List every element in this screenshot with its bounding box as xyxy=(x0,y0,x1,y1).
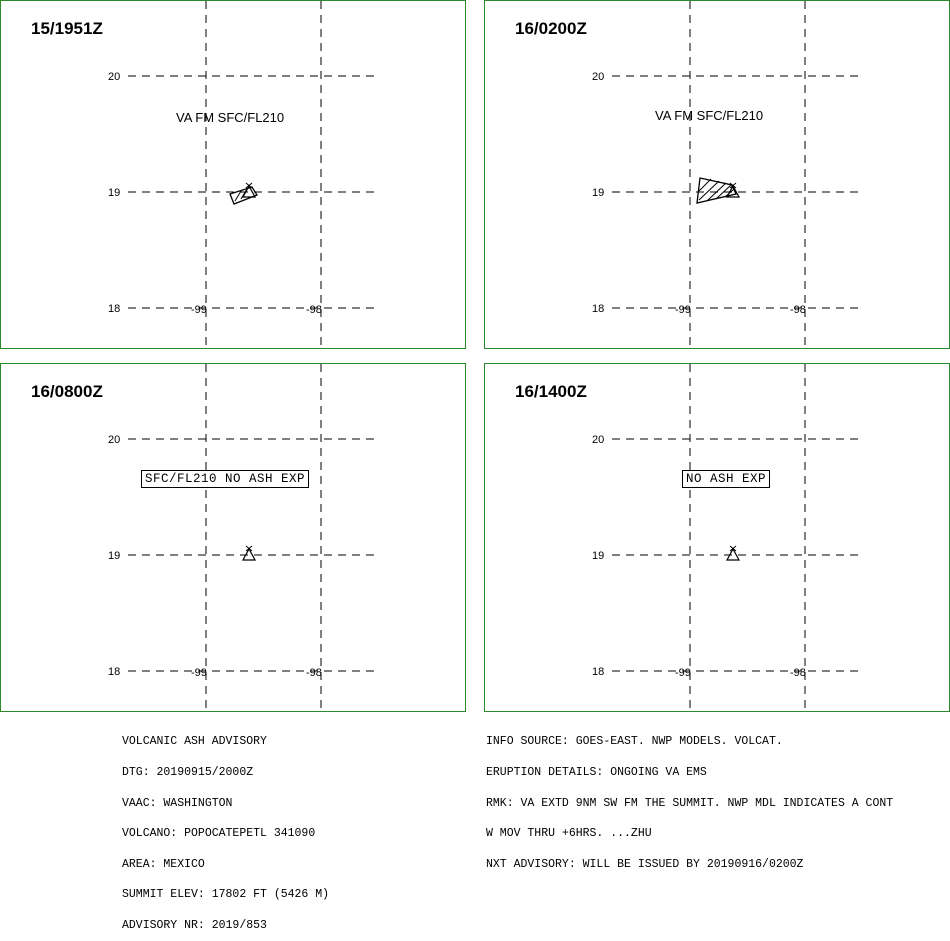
lat-tick-19: 19 xyxy=(592,550,604,562)
va-label: VA FM SFC/FL210 xyxy=(176,110,284,125)
lat-tick-18: 18 xyxy=(592,666,604,678)
graticule xyxy=(128,364,377,713)
panel-time: 16/0200Z xyxy=(515,19,587,38)
advisory-line: ERUPTION DETAILS: ONGOING VA EMS xyxy=(486,766,707,780)
lon-tick-99: -99 xyxy=(191,304,207,316)
advisory-line: ADVISORY NR: 2019/853 xyxy=(122,919,267,933)
lat-tick-18: 18 xyxy=(108,666,120,678)
advisory-line: NXT ADVISORY: WILL BE ISSUED BY 20190916… xyxy=(486,857,804,871)
advisory-line: VAAC: WASHINGTON xyxy=(122,796,233,810)
map-canvas-4: 20 19 18 -99 -98 xyxy=(592,364,861,713)
panel-time: 16/0800Z xyxy=(31,382,103,401)
advisory-line: SUMMIT ELEV: 17802 FT (5426 M) xyxy=(122,888,330,902)
lat-tick-20: 20 xyxy=(592,71,604,83)
graticule xyxy=(128,1,377,350)
lat-tick-20: 20 xyxy=(108,71,120,83)
lon-tick-98: -98 xyxy=(790,667,806,679)
advisory-line: DTG: 20190915/2000Z xyxy=(122,766,254,780)
lat-tick-19: 19 xyxy=(108,187,120,199)
advisory-details-right: INFO SOURCE: GOES-EAST. NWP MODELS. VOLC… xyxy=(486,717,893,880)
advisory-line: RMK: VA EXTD 9NM SW FM THE SUMMIT. NWP M… xyxy=(486,796,894,810)
graticule xyxy=(612,1,861,350)
panel-time: 16/1400Z xyxy=(515,382,587,401)
volcano-icon xyxy=(725,545,741,561)
map-panel-2: 20 19 18 -99 -98 VA FM SFC/FL210 16/0200… xyxy=(484,0,950,350)
advisory-line: INFO SOURCE: GOES-EAST. NWP MODELS. VOLC… xyxy=(486,735,783,749)
va-label: VA FM SFC/FL210 xyxy=(655,108,763,123)
advisory-line: AREA: MEXICO xyxy=(122,857,205,871)
lat-tick-19: 19 xyxy=(108,550,120,562)
advisory-line: VOLCANO: POPOCATEPETL 341090 xyxy=(122,827,316,841)
volcano-icon xyxy=(241,182,257,198)
advisory-line: VOLCANIC ASH ADVISORY xyxy=(122,735,267,749)
lat-tick-19: 19 xyxy=(592,187,604,199)
map-panel-1: 20 19 18 -99 -98 VA FM SFC/FL210 15/1951… xyxy=(0,0,466,350)
graticule xyxy=(612,364,861,713)
va-label: SFC/FL210 NO ASH EXP xyxy=(141,470,310,488)
va-label: NO ASH EXP xyxy=(682,470,771,488)
map-canvas-2: 20 19 18 -99 -98 VA FM SFC/FL210 xyxy=(592,1,861,350)
lat-tick-20: 20 xyxy=(592,434,604,446)
lon-tick-99: -99 xyxy=(675,667,691,679)
volcano-icon xyxy=(725,182,741,198)
lat-tick-18: 18 xyxy=(592,303,604,315)
lon-tick-98: -98 xyxy=(306,304,322,316)
map-panel-4: 20 19 18 -99 -98 16/1400Z NO ASH EXP xyxy=(484,363,950,713)
map-canvas-3: 20 19 18 -99 -98 xyxy=(108,364,377,713)
lat-tick-18: 18 xyxy=(108,303,120,315)
volcano-icon xyxy=(241,545,257,561)
lon-tick-98: -98 xyxy=(306,667,322,679)
map-panel-3: 20 19 18 -99 -98 16/0800Z SFC/FL210 NO A… xyxy=(0,363,466,713)
advisory-line: W MOV THRU +6HRS. ...ZHU xyxy=(486,827,652,841)
map-canvas-1: 20 19 18 -99 -98 VA FM SFC/FL210 xyxy=(108,1,377,350)
panel-time: 15/1951Z xyxy=(31,19,103,38)
lon-tick-99: -99 xyxy=(675,304,691,316)
lon-tick-99: -99 xyxy=(191,667,207,679)
ash-polygon xyxy=(696,177,737,204)
lat-tick-20: 20 xyxy=(108,434,120,446)
lon-tick-98: -98 xyxy=(790,304,806,316)
advisory-header-left: VOLCANIC ASH ADVISORY DTG: 20190915/2000… xyxy=(122,717,329,941)
